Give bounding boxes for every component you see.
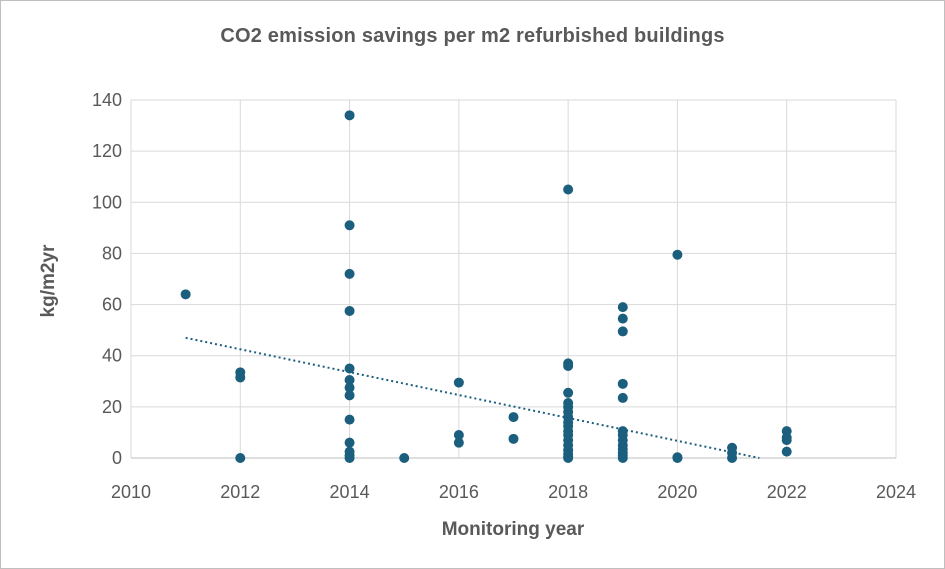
data-point	[508, 412, 519, 423]
data-point	[344, 220, 355, 231]
data-point	[344, 305, 355, 316]
data-point	[235, 372, 246, 383]
x-tick-label: 2024	[876, 482, 916, 502]
data-point	[344, 110, 355, 121]
y-tick-label: 60	[102, 295, 122, 315]
x-tick-label: 2012	[220, 482, 260, 502]
data-point	[563, 360, 574, 371]
data-point	[563, 184, 574, 195]
data-point	[617, 378, 628, 389]
y-axis-title: kg/m2yr	[38, 244, 59, 317]
data-point	[235, 453, 246, 463]
x-tick-label: 2016	[439, 482, 479, 502]
y-tick-labels: 0 20 40 60 80 100 120 140	[92, 90, 122, 468]
data-point	[672, 249, 683, 260]
y-tick-label: 20	[102, 397, 122, 417]
data-point	[344, 268, 355, 279]
data-point	[344, 453, 355, 463]
data-point	[727, 453, 738, 463]
data-point	[617, 326, 628, 337]
x-tick-label: 2022	[767, 482, 807, 502]
data-point	[563, 387, 574, 398]
data-point	[344, 375, 355, 386]
x-axis-title: Monitoring year	[442, 519, 585, 540]
data-point	[781, 435, 792, 446]
data-points	[180, 110, 792, 463]
data-point	[344, 414, 355, 425]
x-tick-labels: 2010 2012 2014 2016 2018 2020 2022 2024	[111, 482, 916, 502]
data-point	[344, 390, 355, 401]
y-tick-label: 40	[102, 346, 122, 366]
data-point	[672, 453, 683, 463]
y-tick-label: 100	[92, 192, 122, 212]
y-tick-label: 140	[92, 90, 122, 110]
data-point	[453, 437, 464, 448]
x-tick-label: 2020	[657, 482, 697, 502]
data-point	[617, 392, 628, 403]
y-tick-label: 120	[92, 141, 122, 161]
data-point	[344, 382, 355, 393]
data-point	[344, 437, 355, 448]
data-point	[617, 302, 628, 313]
data-point	[617, 313, 628, 324]
gridlines	[131, 99, 897, 458]
data-point	[180, 289, 191, 300]
x-tick-label: 2010	[111, 482, 151, 502]
data-point	[453, 429, 464, 440]
data-point	[453, 377, 464, 388]
data-point	[563, 453, 574, 463]
data-point	[344, 363, 355, 374]
y-tick-label: 0	[112, 448, 122, 468]
y-tick-label: 80	[102, 243, 122, 263]
chart-title: CO2 emission savings per m2 refurbished …	[220, 25, 725, 47]
axes	[130, 100, 896, 459]
data-point	[508, 433, 519, 444]
data-point	[617, 453, 628, 463]
data-point	[781, 446, 792, 457]
x-tick-label: 2018	[548, 482, 588, 502]
data-point	[399, 453, 410, 463]
x-tick-label: 2014	[330, 482, 370, 502]
